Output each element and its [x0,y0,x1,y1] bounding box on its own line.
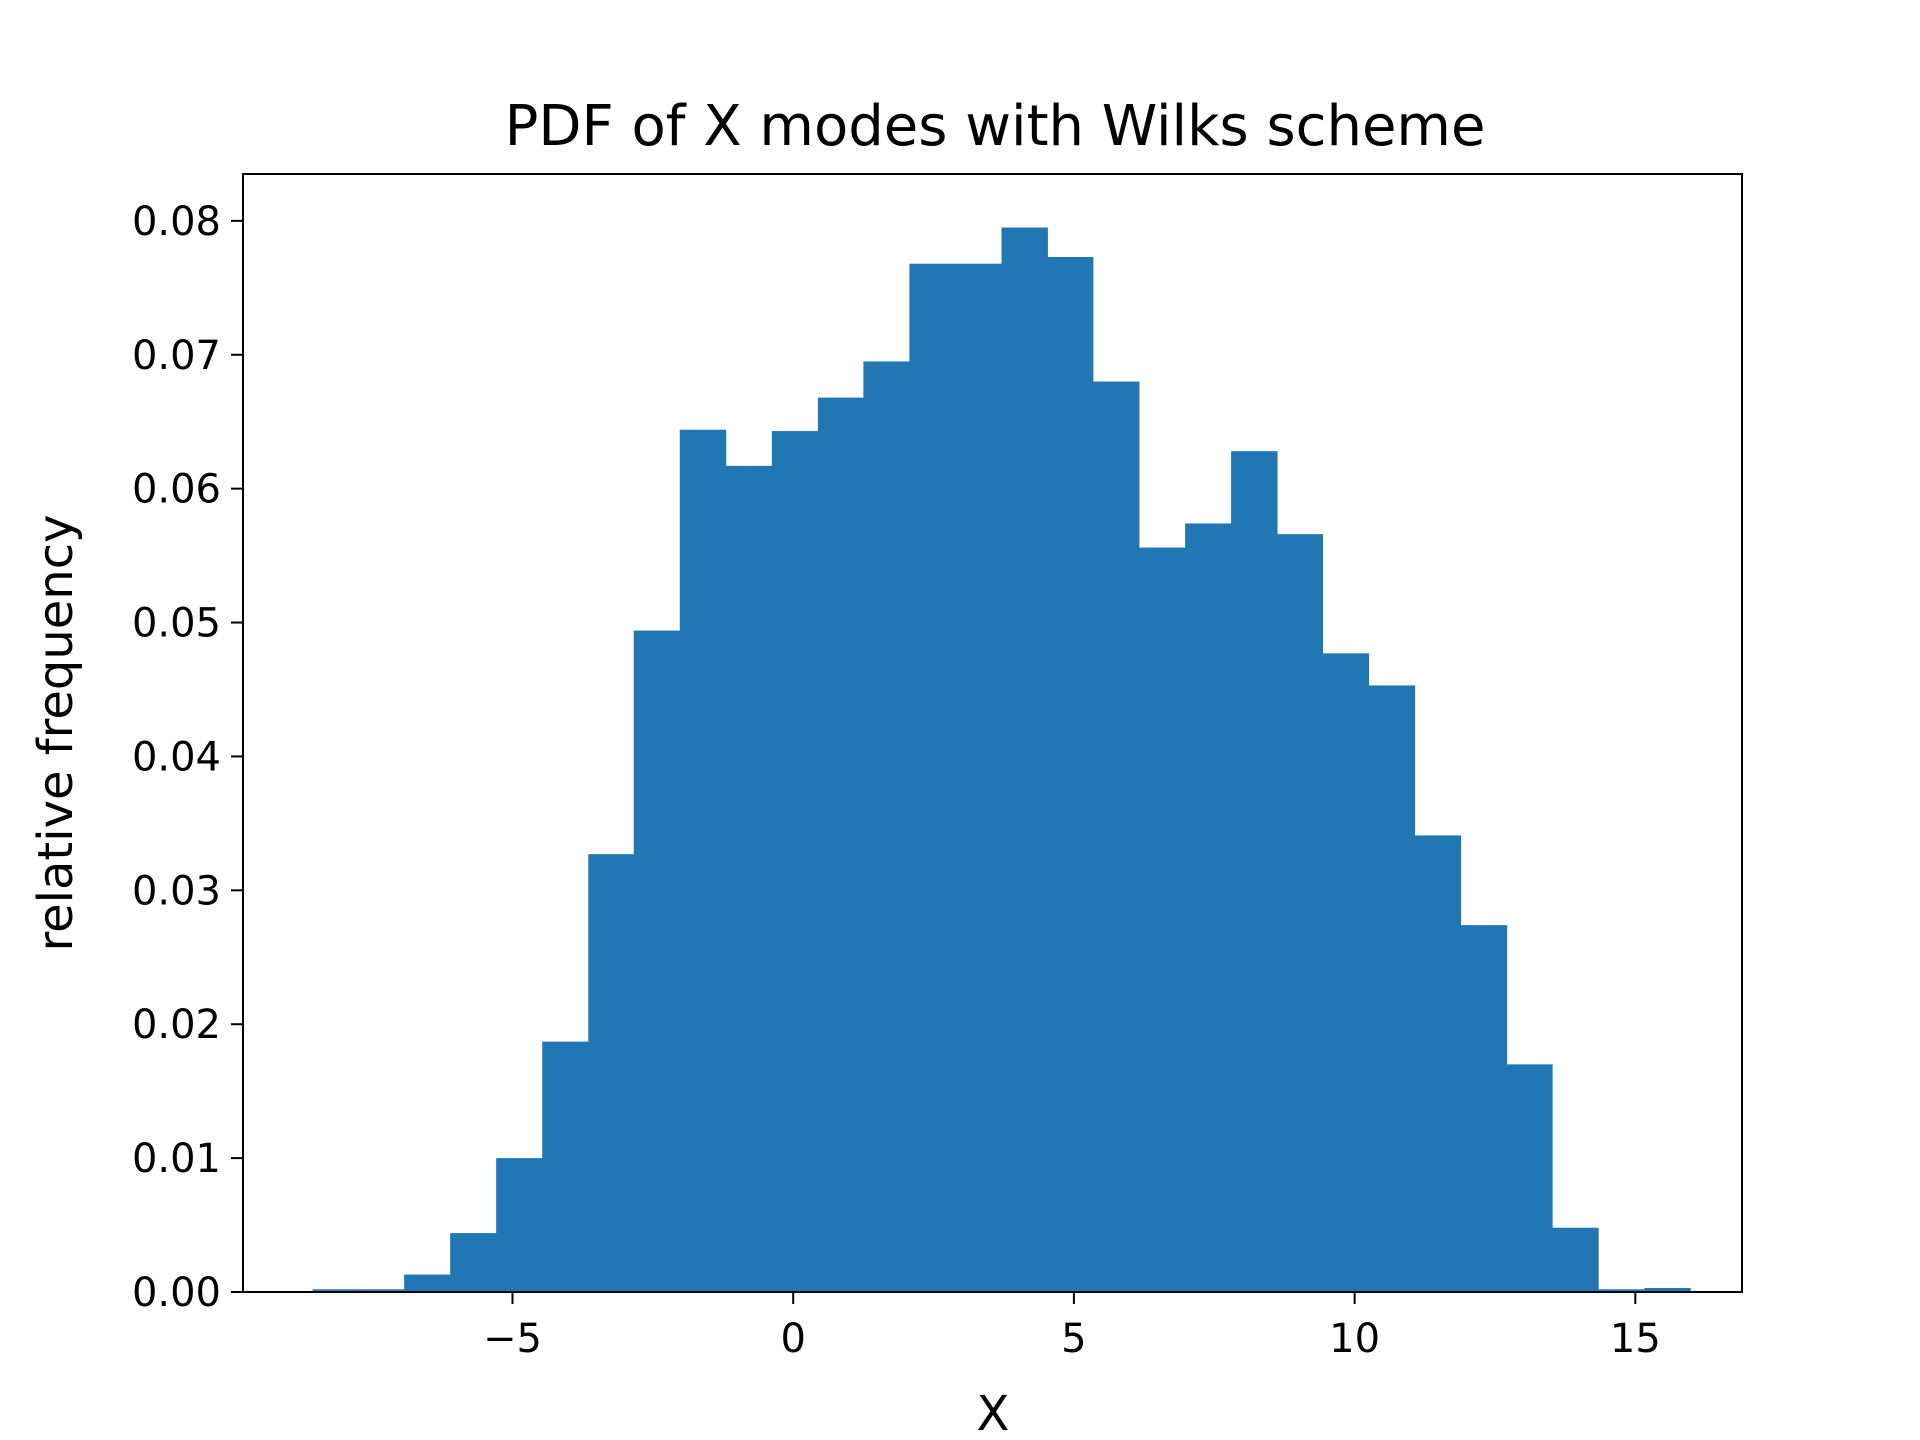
y-tick-label: 0.04 [132,734,221,780]
y-axis-label: relative frequency [28,514,84,951]
x-tick-label: 15 [1610,1316,1661,1362]
y-tick-label: 0.02 [132,1002,221,1048]
histogram-bar [542,1041,589,1292]
histogram-bar [1139,547,1186,1292]
histogram-bar [1552,1227,1599,1292]
x-axis-label: X [977,1386,1010,1440]
y-tick-label: 0.08 [132,199,221,245]
histogram-bar [909,263,956,1293]
histogram-bar [817,397,864,1293]
histogram-bar [725,465,773,1293]
histogram-bar [1277,534,1324,1292]
chart-title: PDF of X modes with Wilks scheme [505,94,1486,159]
bars-group [312,227,1691,1293]
histogram-bar [1644,1287,1691,1292]
histogram-bar [1598,1289,1645,1292]
histogram-bar [863,361,910,1292]
histogram-bar [1047,257,1094,1292]
histogram-bar [312,1289,360,1292]
histogram-bar [955,263,1002,1293]
x-tick-label: −5 [483,1316,542,1362]
plot-frame [242,173,1743,1293]
x-axis-ticks: −5 0 5 10 15 [483,1292,1661,1362]
histogram-bar [1414,835,1462,1292]
y-tick-label: 0.05 [132,601,221,647]
histogram-bar [1322,653,1370,1292]
histogram-bar [358,1289,405,1292]
y-tick-label: 0.00 [132,1270,221,1316]
histogram-bar [1368,685,1416,1292]
y-tick-label: 0.03 [132,868,221,914]
histogram-bar [1460,925,1508,1292]
histogram-bar [1001,227,1048,1292]
histogram-bar [1231,451,1278,1293]
x-tick-label: 0 [780,1316,805,1362]
histogram-bar [1506,1064,1553,1292]
histogram-bar [1185,523,1232,1292]
x-tick-label: 5 [1061,1316,1086,1362]
histogram-bar [450,1233,497,1292]
histogram-bar [771,431,819,1292]
y-tick-label: 0.07 [132,333,221,379]
histogram-bar [633,630,681,1292]
histogram-bar [1092,381,1140,1292]
histogram-bar [404,1274,451,1292]
histogram-bar [679,429,727,1292]
x-tick-label: 10 [1329,1316,1380,1362]
y-axis-ticks: 0.00 0.01 0.02 0.03 0.04 0.05 0.06 0.07 0.08 [132,199,243,1316]
histogram-bar [588,854,635,1292]
y-tick-label: 0.06 [132,467,221,513]
y-tick-label: 0.01 [132,1136,221,1182]
histogram-bar [496,1158,543,1292]
